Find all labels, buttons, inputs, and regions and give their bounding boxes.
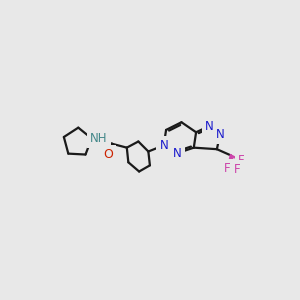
Text: F: F — [234, 163, 240, 176]
Text: N: N — [205, 120, 214, 133]
Text: F: F — [238, 154, 245, 167]
Text: F: F — [224, 162, 231, 175]
Text: N: N — [216, 128, 224, 141]
Text: N: N — [173, 146, 182, 160]
Text: N: N — [159, 139, 168, 152]
Text: O: O — [103, 148, 113, 161]
Text: NH: NH — [90, 132, 108, 145]
